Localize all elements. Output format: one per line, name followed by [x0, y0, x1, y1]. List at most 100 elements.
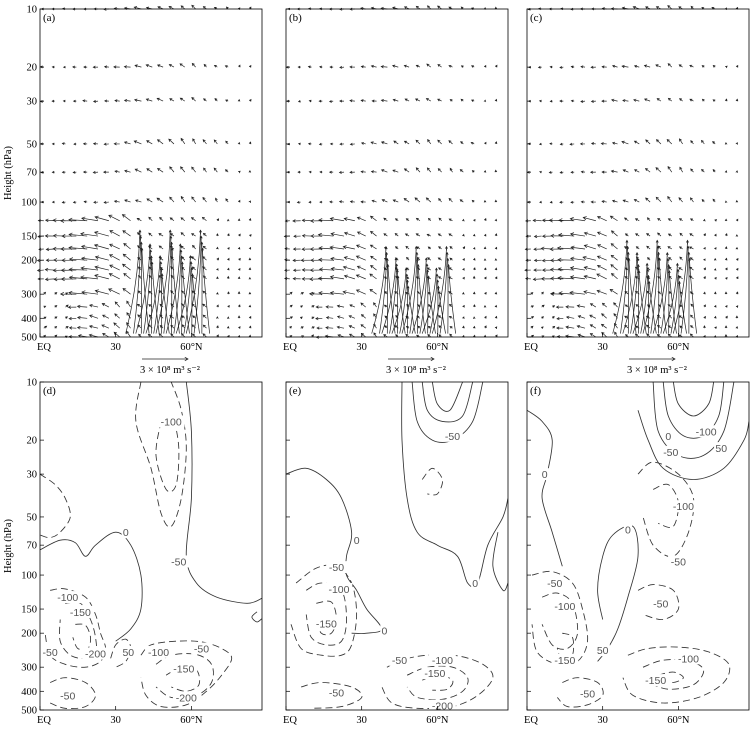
flux-vector [646, 274, 650, 280]
flux-vector [714, 247, 717, 250]
flux-vector [76, 304, 88, 309]
positive-contour [637, 410, 749, 480]
flux-vector [559, 65, 564, 69]
flux-vector [124, 199, 131, 203]
flux-vector [319, 200, 323, 204]
contour-label: -50 [445, 431, 460, 443]
y-tick-label: 100 [21, 198, 37, 209]
flux-vector [248, 267, 252, 271]
flux-vector [36, 268, 44, 272]
flux-vector [404, 233, 410, 237]
flux-vector [580, 170, 586, 174]
flux-vector [557, 267, 575, 272]
y-tick-label: 10 [27, 378, 38, 389]
flux-vector [202, 248, 211, 334]
flux-vector [427, 334, 432, 338]
flux-vector [318, 99, 323, 103]
flux-vector [101, 303, 110, 308]
flux-vector [360, 170, 366, 174]
reference-arrow-label: 3 × 10⁸ m³ s⁻² [386, 365, 446, 376]
flux-vector [370, 265, 377, 271]
positive-contour [411, 382, 484, 443]
flux-vector [549, 291, 564, 296]
flux-vector [689, 64, 694, 68]
flux-vector [714, 276, 717, 280]
flux-vector [404, 98, 410, 102]
flux-vector [596, 231, 607, 237]
flux-vector [61, 142, 66, 146]
y-axis-label: Height (hPa) [3, 146, 14, 200]
flux-vector [147, 333, 153, 338]
y-tick-label: 400 [21, 314, 37, 325]
flux-vector [624, 304, 629, 308]
flux-vector [690, 140, 694, 145]
flux-vector [533, 247, 542, 251]
flux-vector [248, 141, 252, 145]
flux-vector [494, 169, 498, 173]
flux-vector [550, 233, 564, 238]
flux-vector [657, 251, 660, 257]
flux-vector [434, 267, 438, 273]
flux-vector [113, 322, 120, 329]
flux-vector [701, 98, 705, 102]
flux-vector [735, 257, 739, 261]
flux-vector [360, 200, 366, 204]
flux-vector [678, 246, 683, 250]
flux-vector [460, 65, 464, 68]
flux-vector [59, 292, 77, 297]
flux-vector [169, 98, 175, 102]
flux-vector [301, 234, 312, 238]
flux-vector [68, 217, 88, 222]
flux-vector [427, 139, 432, 145]
flux-vector [227, 247, 230, 250]
flux-vector [296, 200, 301, 204]
flux-vector [460, 98, 464, 102]
flux-vector [123, 242, 131, 250]
flux-vector [125, 330, 131, 338]
flux-vector [448, 218, 453, 222]
flux-vector [621, 140, 629, 145]
flux-vector [555, 305, 564, 309]
contour-label: -100 [57, 592, 78, 604]
flux-vector [735, 234, 739, 237]
flux-vector [667, 195, 673, 203]
flux-vector [462, 218, 465, 222]
y-tick-label: 70 [27, 541, 38, 552]
flux-vector [360, 333, 366, 338]
x-tick-label: 60°N [180, 715, 203, 726]
reference-arrow-label: 3 × 10⁸ m³ s⁻² [627, 365, 687, 376]
plot-frame [285, 8, 509, 338]
contour-label: -100 [161, 416, 182, 428]
flux-vector [248, 217, 252, 221]
flux-vector [483, 258, 487, 261]
flux-vector [104, 99, 109, 103]
y-tick-label: 200 [21, 629, 37, 640]
negative-contour [40, 473, 71, 539]
flux-vector [405, 273, 409, 279]
flux-vector [425, 197, 432, 203]
flux-vector [735, 170, 739, 173]
flux-vector [108, 254, 120, 261]
x-tick-label: 30 [597, 715, 608, 726]
contour-label: 0 [542, 469, 548, 481]
flux-vector [419, 264, 428, 334]
flux-vector [317, 276, 334, 281]
flux-vector [109, 243, 120, 250]
flux-vector [622, 199, 629, 203]
flux-vector [667, 233, 672, 237]
flux-vector [678, 218, 683, 222]
flux-vector [472, 304, 476, 308]
flux-vector [292, 277, 301, 281]
flux-vector [224, 65, 229, 68]
flux-vector [667, 333, 673, 338]
flux-vector [405, 279, 409, 285]
flux-vector [342, 245, 355, 250]
flux-vector [689, 233, 694, 237]
flux-vector [94, 265, 109, 271]
flux-vector [613, 302, 618, 308]
flux-vector [405, 245, 410, 250]
flux-vector [383, 304, 388, 308]
contour-label: -150 [645, 675, 666, 687]
positive-contour [527, 409, 563, 567]
flux-vector [102, 170, 109, 174]
